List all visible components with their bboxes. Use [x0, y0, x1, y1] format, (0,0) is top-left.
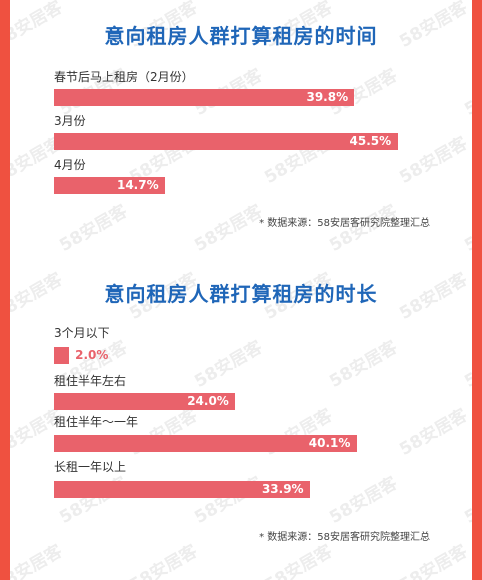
bar-value-label: 33.9% — [261, 482, 304, 496]
watermark: 58安居客 — [326, 337, 401, 392]
watermark: 58安居客 — [396, 405, 471, 460]
watermark: 58安居客 — [56, 473, 131, 528]
watermark: 58安居客 — [326, 473, 401, 528]
category-label: 4月份 — [54, 158, 86, 172]
bar — [54, 133, 398, 150]
category-label: 3月份 — [54, 114, 86, 128]
bar-value-label: 14.7% — [116, 178, 159, 192]
bar — [54, 89, 355, 106]
category-label: 租住半年左右 — [54, 374, 127, 388]
bar-value-label: 45.5% — [349, 134, 392, 148]
bar — [54, 435, 357, 452]
category-label: 租住半年～一年 — [54, 415, 139, 429]
bar-value-label: 39.8% — [306, 90, 349, 104]
bar-value-label: 40.1% — [308, 436, 351, 450]
watermark: 58安居客 — [261, 541, 336, 580]
watermark: 58安居客 — [56, 201, 131, 256]
chart2-title: 意向租房人群打算租房的时长 — [104, 282, 378, 306]
watermark: 58安居客 — [396, 541, 471, 580]
watermark: 58安居客 — [461, 473, 472, 528]
watermark: 58安居客 — [461, 337, 472, 392]
watermark: 58安居客 — [191, 201, 266, 256]
chart1-source: * 数据来源：58安居客研究院整理汇总 — [259, 218, 430, 229]
watermark: 58安居客 — [191, 337, 266, 392]
watermark: 58安居客 — [461, 65, 472, 120]
chart2-source: * 数据来源：58安居客研究院整理汇总 — [259, 532, 430, 543]
watermark: 58安居客 — [126, 541, 201, 580]
bar-value-label: 2.0% — [75, 348, 109, 362]
watermark: 58安居客 — [191, 473, 266, 528]
category-label: 长租一年以上 — [54, 460, 127, 474]
bar — [54, 393, 236, 410]
category-label: 3个月以下 — [54, 326, 110, 340]
chart1-title: 意向租房人群打算租房的时间 — [104, 24, 378, 48]
watermark: 58安居客 — [461, 201, 472, 256]
watermark: 58安居客 — [396, 133, 471, 188]
watermark: 58安居客 — [10, 541, 66, 580]
bar — [54, 481, 310, 498]
infographic-panel: 58安居客 58安居客 58安居客 58安居客 58安居客 58安居客 58安居客 58安居客… — [10, 0, 472, 580]
bar — [54, 177, 165, 194]
bar-value-label: 24.0% — [187, 394, 229, 408]
bar — [54, 347, 70, 364]
category-label: 春节后马上租房（2月份） — [54, 70, 194, 84]
